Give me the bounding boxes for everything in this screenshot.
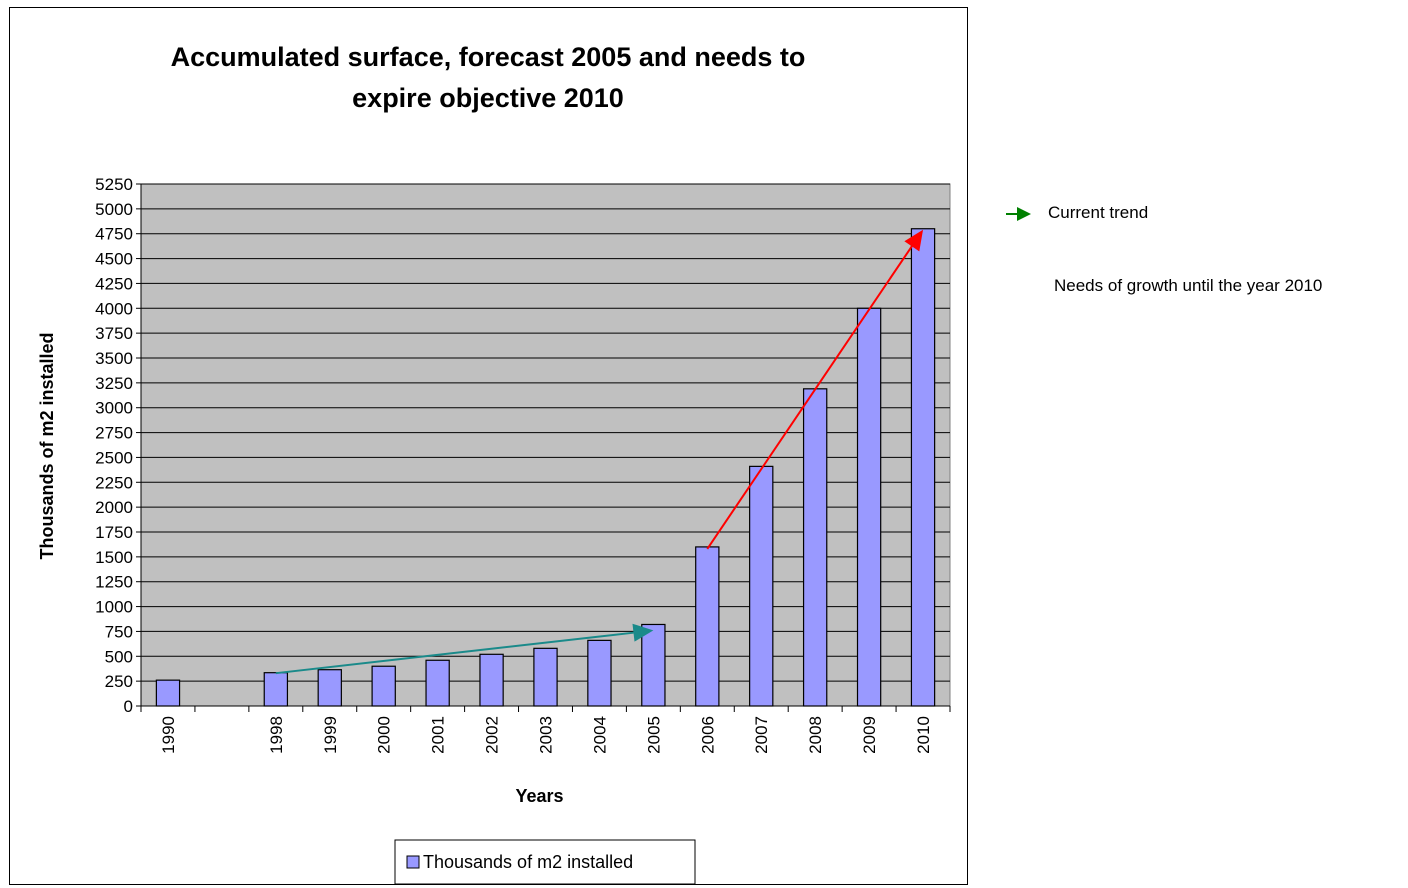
x-tick-label: 2000	[375, 716, 394, 754]
y-tick-label: 2500	[95, 448, 133, 467]
x-tick-label: 2006	[698, 716, 717, 754]
x-axis-label: Years	[515, 786, 563, 806]
needs-growth-label: Needs of growth until the year 2010	[1054, 276, 1323, 295]
y-tick-label: 0	[124, 697, 133, 716]
y-tick-label: 3250	[95, 374, 133, 393]
trend-arrow-line	[706, 245, 913, 550]
y-tick-label: 2000	[95, 498, 133, 517]
trend-arrow-head	[632, 623, 654, 642]
y-tick-label: 4000	[95, 299, 133, 318]
trend-arrow-head	[904, 229, 924, 252]
y-tick-label: 4250	[95, 274, 133, 293]
x-tick-label: 2001	[429, 716, 448, 754]
x-tick-label: 2003	[537, 716, 556, 754]
bar	[910, 228, 936, 707]
bar	[802, 388, 828, 707]
x-tick-label: 2004	[590, 716, 609, 754]
y-tick-label: 3000	[95, 399, 133, 418]
chart-frame: Accumulated surface, forecast 2005 and n…	[9, 7, 968, 885]
current-trend-label: Current trend	[1048, 203, 1149, 222]
y-tick-label: 5000	[95, 200, 133, 219]
bar	[425, 659, 450, 707]
legend-box	[394, 839, 696, 884]
x-tick-label: 2010	[914, 716, 933, 754]
y-tick-label: 3500	[95, 349, 133, 368]
x-tick-label: 1999	[321, 716, 340, 754]
bar	[155, 679, 181, 707]
y-axis-label: Thousands of m2 installed	[37, 332, 57, 559]
x-tick-label: 2008	[806, 716, 825, 754]
x-tick-label: 2007	[752, 716, 771, 754]
chart-svg: Accumulated surface, forecast 2005 and n…	[37, 42, 951, 884]
bar	[641, 623, 666, 707]
bar	[317, 669, 342, 707]
y-tick-label: 2250	[95, 473, 133, 492]
y-tick-label: 1500	[95, 548, 133, 567]
x-tick-label: 1998	[267, 716, 286, 754]
bar	[695, 546, 720, 707]
legend-swatch	[406, 855, 420, 869]
trend-arrow-line	[275, 631, 634, 675]
x-tick-label: 1990	[159, 716, 178, 754]
x-tick-label: 2005	[644, 716, 663, 754]
bar	[479, 653, 504, 707]
x-tick-label: 2009	[860, 716, 879, 754]
plot-area	[140, 183, 951, 707]
current-trend-legend: Current trend	[1005, 202, 1225, 226]
bar	[587, 639, 612, 707]
y-tick-label: 750	[105, 622, 133, 641]
chart-title-line: expire objective 2010	[352, 83, 624, 113]
y-tick-label: 2750	[95, 424, 133, 443]
legend-label: Thousands of m2 installed	[423, 852, 633, 872]
bar	[371, 665, 396, 707]
bar	[263, 672, 289, 707]
y-tick-label: 4500	[95, 250, 133, 269]
bar	[533, 647, 558, 707]
chart-title-line: Accumulated surface, forecast 2005 and n…	[171, 42, 806, 72]
y-tick-label: 5250	[95, 175, 133, 194]
y-tick-label: 1750	[95, 523, 133, 542]
y-tick-label: 250	[105, 672, 133, 691]
bar	[856, 307, 882, 707]
y-tick-label: 1250	[95, 573, 133, 592]
y-tick-label: 500	[105, 647, 133, 666]
y-tick-label: 3750	[95, 324, 133, 343]
y-tick-label: 1000	[95, 598, 133, 617]
green-arrow-icon	[1006, 207, 1031, 221]
bar	[749, 465, 774, 707]
y-tick-label: 4750	[95, 225, 133, 244]
x-tick-label: 2002	[483, 716, 502, 754]
